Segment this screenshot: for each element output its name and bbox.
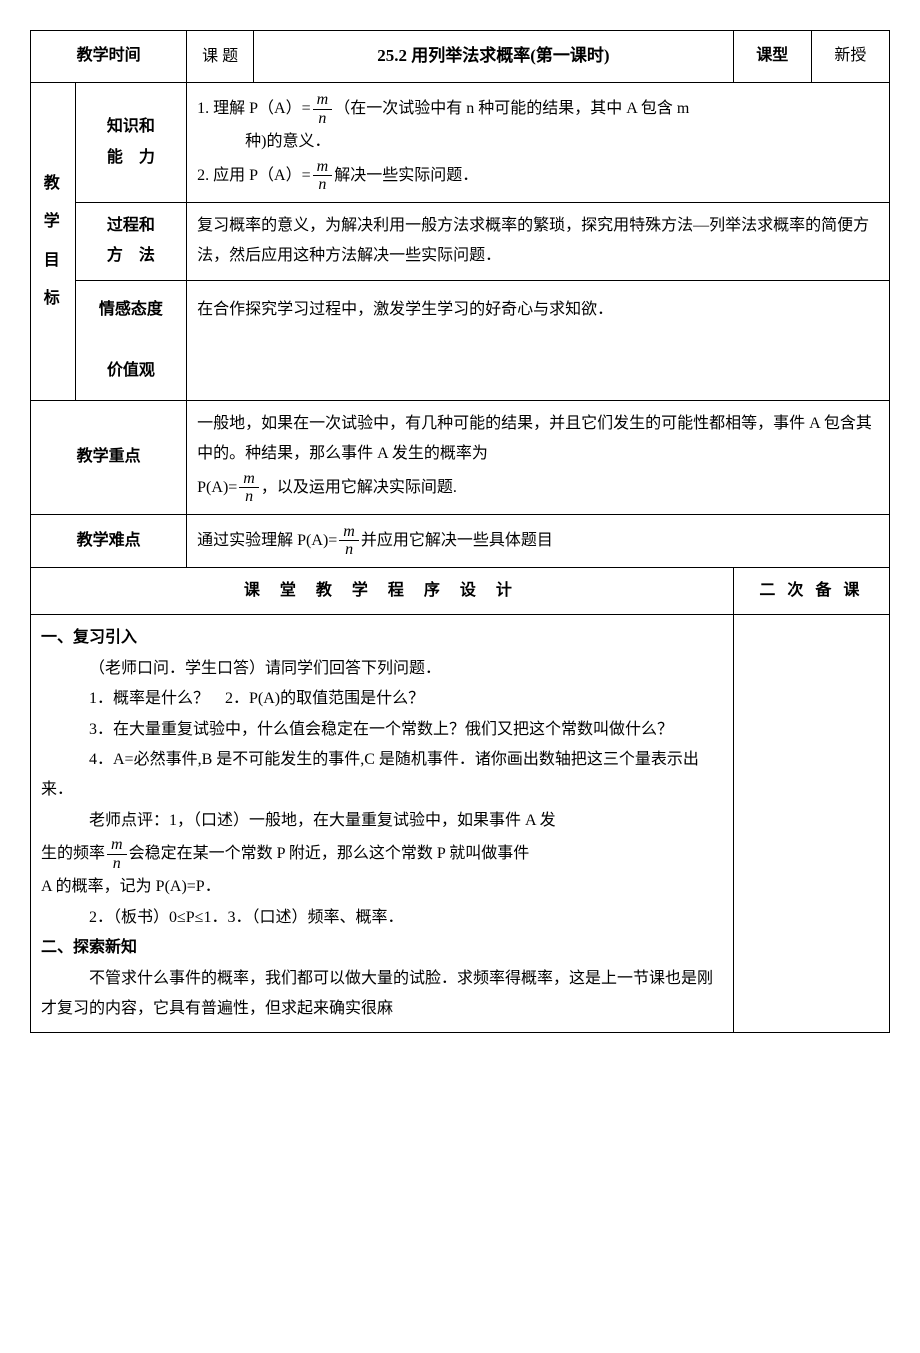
lesson-title: 25.2 用列举法求概率(第一课时) [254,31,734,83]
keypoint-row: 教学重点 一般地，如果在一次试验中，有几种可能的结果，并且它们发生的可能性都相等… [31,400,890,514]
type-value: 新授 [811,31,889,83]
design-header-row: 课 堂 教 学 程 序 设 计 二 次 备 课 [31,568,890,615]
difficulty-content: 通过实验理解 P(A)= mn 并应用它解决一些具体题目 [187,514,890,567]
body-p5: 老师点评：1，（口述）一般地，在大量重复试验中，如果事件 A 发 [41,806,723,836]
difficulty-pre: 通过实验理解 P(A)= [197,526,337,556]
body-h2: 二、探索新知 [41,933,723,963]
process-label: 过程和方 法 [75,202,187,280]
objective-knowledge-row: 教学目标 知识和能 力 1. 理解 P（A）= mn （在一次试验中有 n 种可… [31,83,890,203]
type-label: 课型 [733,31,811,83]
objectives-group-label: 教学目标 [31,83,76,401]
notes-column [733,615,889,1033]
knowledge-line1-pre: 1. 理解 P（A）= [197,94,310,124]
keypoint-line1: 一般地，如果在一次试验中，有几种可能的结果，并且它们发生的可能性都相等，事件 A… [197,409,879,470]
knowledge-line2: 种)的意义． [197,127,879,157]
design-left-label: 课 堂 教 学 程 序 设 计 [31,568,734,615]
body-p6-pre: 生的频率 [41,839,105,869]
lesson-plan-table: 教学时间 课 题 25.2 用列举法求概率(第一课时) 课型 新授 教学目标 知… [30,30,890,1033]
difficulty-label: 教学难点 [31,514,187,567]
values-content: 在合作探究学习过程中，激发学生学习的好奇心与求知欲． [187,280,890,400]
body-p2: 1．概率是什么？ 2．P(A)的取值范围是什么？ [41,684,723,714]
knowledge-label: 知识和能 力 [75,83,187,203]
values-label: 情感态度价值观 [75,280,187,400]
body-p7: A 的概率，记为 P(A)=P． [41,872,723,902]
fraction-mn-icon: mn [239,470,259,506]
knowledge-content: 1. 理解 P（A）= mn （在一次试验中有 n 种可能的结果，其中 A 包含… [187,83,890,203]
process-content: 复习概率的意义，为解决利用一般方法求概率的繁琐，探究用特殊方法—列举法求概率的简… [187,202,890,280]
body-p1: （老师口问．学生口答）请同学们回答下列问题． [41,654,723,684]
keypoint-line2-pre: P(A)= [197,473,237,503]
topic-label-cell: 课 题 [187,31,254,83]
body-content: 一、复习引入 （老师口问．学生口答）请同学们回答下列问题． 1．概率是什么？ 2… [31,615,734,1033]
fraction-mn-icon: mn [339,523,359,559]
knowledge-line1-post: （在一次试验中有 n 种可能的结果，其中 A 包含 m [334,94,689,124]
fraction-mn-icon: mn [107,836,127,872]
header-row: 教学时间 课 题 25.2 用列举法求概率(第一课时) 课型 新授 [31,31,890,83]
body-h1: 一、复习引入 [41,623,723,653]
knowledge-line3-post: 解决一些实际问题． [334,161,478,191]
difficulty-post: 并应用它解决一些具体题目 [361,526,553,556]
lesson-plan-page: 教学时间 课 题 25.2 用列举法求概率(第一课时) 课型 新授 教学目标 知… [30,30,890,1033]
objective-values-row: 情感态度价值观 在合作探究学习过程中，激发学生学习的好奇心与求知欲． [31,280,890,400]
topic-label: 课 题 [197,39,243,74]
body-p6: 生的频率 mn 会稳定在某一个常数 P 附近，那么这个常数 P 就叫做事件 [41,836,723,872]
keypoint-content: 一般地，如果在一次试验中，有几种可能的结果，并且它们发生的可能性都相等，事件 A… [187,400,890,514]
difficulty-row: 教学难点 通过实验理解 P(A)= mn 并应用它解决一些具体题目 [31,514,890,567]
objective-process-row: 过程和方 法 复习概率的意义，为解决利用一般方法求概率的繁琐，探究用特殊方法—列… [31,202,890,280]
body-p8: 2．（板书）0≤P≤1．3．（口述）频率、概率． [41,903,723,933]
design-right-label: 二 次 备 课 [733,568,889,615]
body-p3: 3．在大量重复试验中，什么值会稳定在一个常数上？俄们又把这个常数叫做什么？ [41,715,723,745]
keypoint-label: 教学重点 [31,400,187,514]
time-label: 教学时间 [31,31,187,83]
fraction-mn-icon: mn [313,91,333,127]
body-p4: 4．A=必然事件,B 是不可能发生的事件,C 是随机事件．诸你画出数轴把这三个量… [41,745,723,806]
body-row: 一、复习引入 （老师口问．学生口答）请同学们回答下列问题． 1．概率是什么？ 2… [31,615,890,1033]
body-p9: 不管求什么事件的概率，我们都可以做大量的试脸．求频率得概率，这是上一节课也是刚才… [41,964,723,1025]
body-p6-post: 会稳定在某一个常数 P 附近，那么这个常数 P 就叫做事件 [129,839,530,869]
keypoint-line2-post: ，以及运用它解决实际间题. [261,473,457,503]
fraction-mn-icon: mn [313,158,333,194]
knowledge-line3-pre: 2. 应用 P（A）= [197,161,310,191]
